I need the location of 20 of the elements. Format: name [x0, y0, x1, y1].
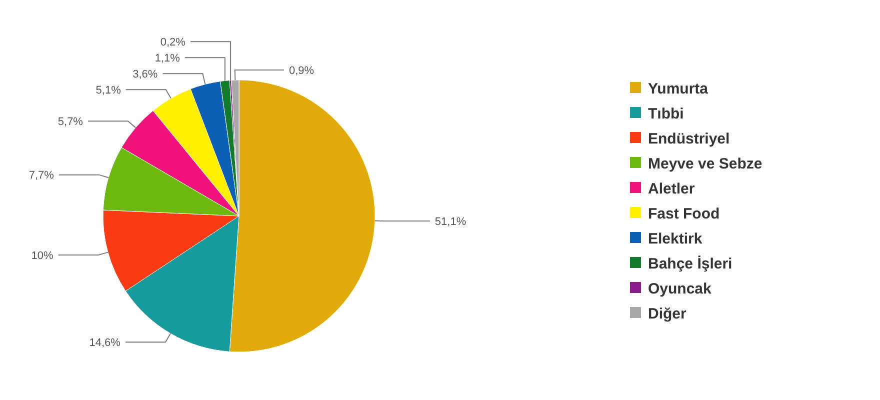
legend-label: Aletler: [648, 180, 695, 198]
data-label: 3,6%: [132, 68, 158, 80]
legend-label: Bahçe İşleri: [648, 255, 732, 272]
data-label: 0,9%: [289, 64, 314, 77]
legend-label: Elektirk: [648, 230, 703, 248]
data-label: 5,1%: [96, 84, 122, 96]
legend-label: Diğer: [648, 305, 687, 322]
data-label: 1,1%: [154, 52, 180, 64]
legend-label: Tıbbi: [648, 105, 684, 122]
legend-label: Meyve ve Sebze: [648, 155, 762, 172]
data-label: 14,6%: [89, 336, 121, 349]
legend-label: Oyuncak: [648, 280, 712, 298]
data-label: 51,1%: [434, 216, 466, 228]
data-label: 10%: [31, 250, 54, 262]
legend-label: Yumurta: [648, 80, 709, 98]
data-label: 0,2%: [160, 36, 186, 48]
data-label: 7,7%: [28, 170, 54, 182]
legend-label: Fast Food: [648, 205, 720, 222]
legend-label: Endüstriyel: [648, 130, 730, 148]
data-label: 5,7%: [58, 116, 84, 128]
